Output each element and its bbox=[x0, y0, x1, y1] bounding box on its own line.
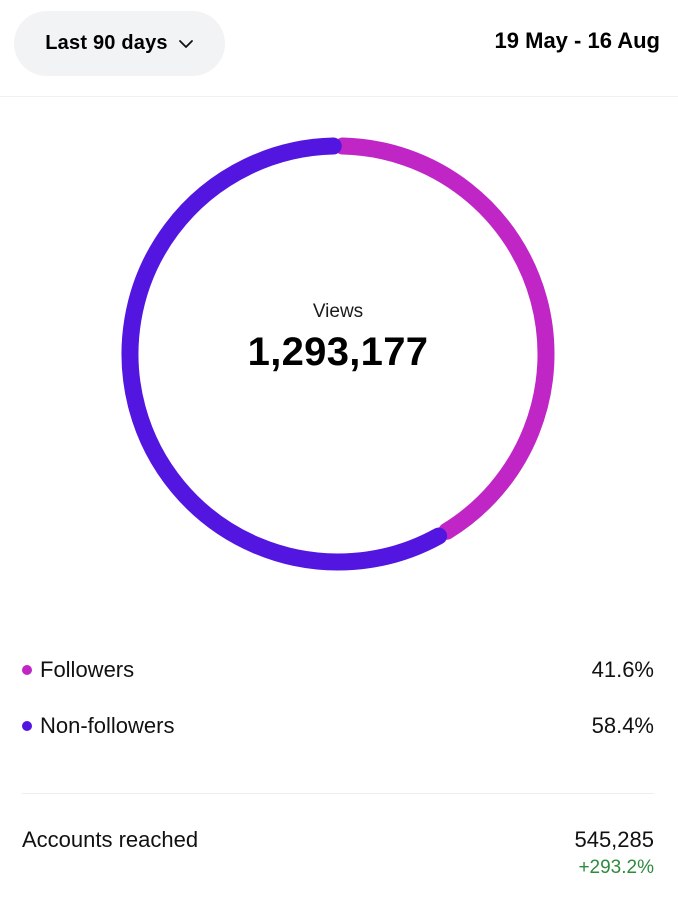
legend-percentage: 58.4% bbox=[591, 713, 654, 738]
legend-label: Followers bbox=[40, 657, 135, 682]
legend-percentage: 41.6% bbox=[591, 657, 654, 682]
legend-row-followers: Followers 41.6% bbox=[22, 650, 654, 690]
donut-center: Views 1,293,177 bbox=[118, 134, 558, 574]
chevron-down-icon bbox=[178, 36, 194, 52]
views-value: 1,293,177 bbox=[247, 330, 429, 374]
legend-label-group: Followers bbox=[22, 657, 134, 683]
views-donut-chart: Views 1,293,177 bbox=[118, 134, 558, 574]
views-label: Views bbox=[312, 301, 364, 322]
legend-dot-non-followers bbox=[22, 721, 32, 731]
date-range-dropdown-label: Last 90 days bbox=[45, 32, 168, 54]
legend-dot-followers bbox=[22, 665, 32, 675]
date-range-text: 19 May - 16 Aug bbox=[494, 28, 660, 53]
accounts-reached-change: +293.2% bbox=[578, 857, 654, 878]
legend-label: Non-followers bbox=[40, 713, 175, 738]
donut-segment-non-followers bbox=[121, 137, 448, 571]
divider bbox=[22, 793, 654, 794]
date-range-dropdown[interactable]: Last 90 days bbox=[14, 11, 225, 76]
donut-segment-followers bbox=[334, 137, 555, 540]
accounts-reached-label: Accounts reached bbox=[22, 827, 199, 852]
top-bar: Last 90 days 19 May - 16 Aug bbox=[0, 0, 678, 97]
accounts-reached-value: 545,285 bbox=[574, 827, 654, 852]
donut-svg bbox=[121, 137, 555, 571]
legend-label-group: Non-followers bbox=[22, 713, 175, 739]
legend-row-non-followers: Non-followers 58.4% bbox=[22, 706, 654, 746]
